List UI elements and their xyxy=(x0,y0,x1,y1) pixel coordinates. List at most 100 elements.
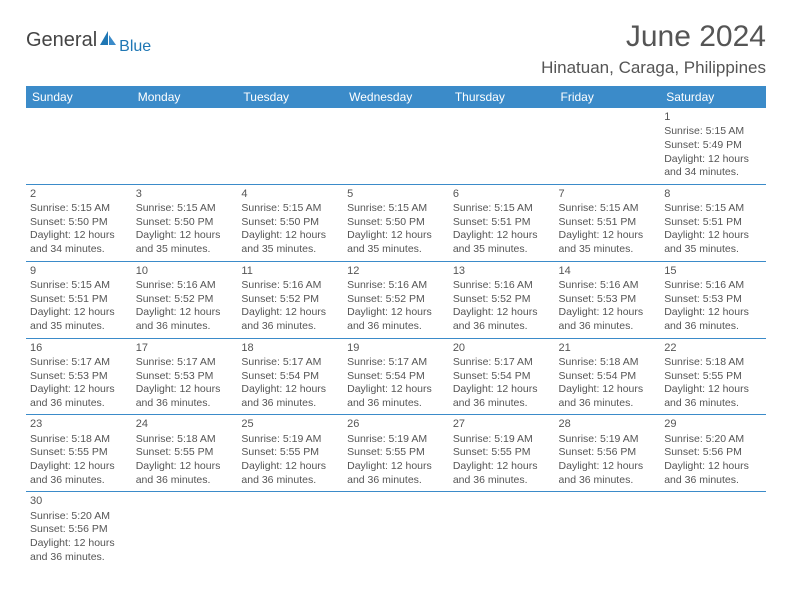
logo-text-general: General xyxy=(26,29,97,52)
day-number: 16 xyxy=(30,341,128,355)
day-number: 17 xyxy=(136,341,234,355)
calendar-cell: 7Sunrise: 5:15 AMSunset: 5:51 PMDaylight… xyxy=(555,184,661,261)
daylight-line2: and 36 minutes. xyxy=(664,474,762,488)
calendar-week-row: 2Sunrise: 5:15 AMSunset: 5:50 PMDaylight… xyxy=(26,184,766,261)
sunrise-text: Sunrise: 5:17 AM xyxy=(347,356,445,370)
daylight-line1: Daylight: 12 hours xyxy=(453,460,551,474)
sunset-text: Sunset: 5:55 PM xyxy=(241,446,339,460)
sunset-text: Sunset: 5:50 PM xyxy=(241,216,339,230)
sunrise-text: Sunrise: 5:16 AM xyxy=(453,279,551,293)
month-title: June 2024 xyxy=(541,20,766,54)
day-number: 6 xyxy=(453,187,551,201)
daylight-line1: Daylight: 12 hours xyxy=(241,460,339,474)
daylight-line1: Daylight: 12 hours xyxy=(664,153,762,167)
calendar-cell: 12Sunrise: 5:16 AMSunset: 5:52 PMDayligh… xyxy=(343,261,449,338)
daylight-line2: and 36 minutes. xyxy=(30,474,128,488)
day-number: 26 xyxy=(347,417,445,431)
daylight-line1: Daylight: 12 hours xyxy=(559,306,657,320)
calendar-cell: 28Sunrise: 5:19 AMSunset: 5:56 PMDayligh… xyxy=(555,415,661,492)
sunset-text: Sunset: 5:51 PM xyxy=(30,293,128,307)
daylight-line1: Daylight: 12 hours xyxy=(136,460,234,474)
sunset-text: Sunset: 5:52 PM xyxy=(241,293,339,307)
daylight-line1: Daylight: 12 hours xyxy=(241,229,339,243)
calendar-week-row: 16Sunrise: 5:17 AMSunset: 5:53 PMDayligh… xyxy=(26,338,766,415)
sunrise-text: Sunrise: 5:17 AM xyxy=(453,356,551,370)
daylight-line2: and 35 minutes. xyxy=(347,243,445,257)
day-number: 21 xyxy=(559,341,657,355)
calendar-cell: 21Sunrise: 5:18 AMSunset: 5:54 PMDayligh… xyxy=(555,338,661,415)
daylight-line2: and 36 minutes. xyxy=(559,320,657,334)
calendar-cell: 16Sunrise: 5:17 AMSunset: 5:53 PMDayligh… xyxy=(26,338,132,415)
daylight-line2: and 34 minutes. xyxy=(30,243,128,257)
calendar-cell: 25Sunrise: 5:19 AMSunset: 5:55 PMDayligh… xyxy=(237,415,343,492)
logo-text-blue: Blue xyxy=(119,38,151,56)
sunrise-text: Sunrise: 5:16 AM xyxy=(347,279,445,293)
day-number: 3 xyxy=(136,187,234,201)
daylight-line2: and 36 minutes. xyxy=(347,474,445,488)
sunrise-text: Sunrise: 5:20 AM xyxy=(664,433,762,447)
day-number: 1 xyxy=(664,110,762,124)
title-block: June 2024 Hinatuan, Caraga, Philippines xyxy=(541,20,766,78)
daylight-line1: Daylight: 12 hours xyxy=(664,229,762,243)
sunrise-text: Sunrise: 5:15 AM xyxy=(664,202,762,216)
calendar-cell xyxy=(237,492,343,568)
day-number: 19 xyxy=(347,341,445,355)
calendar-cell: 17Sunrise: 5:17 AMSunset: 5:53 PMDayligh… xyxy=(132,338,238,415)
day-number: 2 xyxy=(30,187,128,201)
daylight-line2: and 36 minutes. xyxy=(453,320,551,334)
daylight-line1: Daylight: 12 hours xyxy=(559,460,657,474)
sunrise-text: Sunrise: 5:19 AM xyxy=(559,433,657,447)
day-number: 11 xyxy=(241,264,339,278)
calendar-cell xyxy=(343,108,449,184)
sunset-text: Sunset: 5:52 PM xyxy=(347,293,445,307)
daylight-line2: and 36 minutes. xyxy=(559,474,657,488)
daylight-line2: and 36 minutes. xyxy=(347,397,445,411)
calendar-cell xyxy=(449,108,555,184)
daylight-line2: and 36 minutes. xyxy=(664,397,762,411)
daylight-line1: Daylight: 12 hours xyxy=(30,229,128,243)
daylight-line2: and 36 minutes. xyxy=(347,320,445,334)
day-number: 14 xyxy=(559,264,657,278)
calendar-week-row: 30Sunrise: 5:20 AMSunset: 5:56 PMDayligh… xyxy=(26,492,766,568)
daylight-line1: Daylight: 12 hours xyxy=(30,460,128,474)
sunset-text: Sunset: 5:54 PM xyxy=(241,370,339,384)
daylight-line1: Daylight: 12 hours xyxy=(453,306,551,320)
day-number: 27 xyxy=(453,417,551,431)
calendar-cell xyxy=(555,492,661,568)
sunrise-text: Sunrise: 5:16 AM xyxy=(241,279,339,293)
sunrise-text: Sunrise: 5:15 AM xyxy=(453,202,551,216)
day-number: 29 xyxy=(664,417,762,431)
sunrise-text: Sunrise: 5:17 AM xyxy=(136,356,234,370)
calendar-cell: 6Sunrise: 5:15 AMSunset: 5:51 PMDaylight… xyxy=(449,184,555,261)
col-saturday: Saturday xyxy=(660,86,766,108)
calendar-cell: 30Sunrise: 5:20 AMSunset: 5:56 PMDayligh… xyxy=(26,492,132,568)
sunset-text: Sunset: 5:55 PM xyxy=(347,446,445,460)
location-subtitle: Hinatuan, Caraga, Philippines xyxy=(541,58,766,78)
sunset-text: Sunset: 5:55 PM xyxy=(453,446,551,460)
calendar-cell: 15Sunrise: 5:16 AMSunset: 5:53 PMDayligh… xyxy=(660,261,766,338)
calendar-cell: 13Sunrise: 5:16 AMSunset: 5:52 PMDayligh… xyxy=(449,261,555,338)
sunrise-text: Sunrise: 5:18 AM xyxy=(664,356,762,370)
sunset-text: Sunset: 5:51 PM xyxy=(664,216,762,230)
calendar-cell xyxy=(449,492,555,568)
col-thursday: Thursday xyxy=(449,86,555,108)
col-monday: Monday xyxy=(132,86,238,108)
daylight-line2: and 36 minutes. xyxy=(664,320,762,334)
calendar-cell: 20Sunrise: 5:17 AMSunset: 5:54 PMDayligh… xyxy=(449,338,555,415)
sunrise-text: Sunrise: 5:15 AM xyxy=(30,202,128,216)
sunrise-text: Sunrise: 5:18 AM xyxy=(559,356,657,370)
calendar-cell xyxy=(26,108,132,184)
calendar-cell: 2Sunrise: 5:15 AMSunset: 5:50 PMDaylight… xyxy=(26,184,132,261)
calendar-cell: 10Sunrise: 5:16 AMSunset: 5:52 PMDayligh… xyxy=(132,261,238,338)
sunrise-text: Sunrise: 5:17 AM xyxy=(30,356,128,370)
day-number: 20 xyxy=(453,341,551,355)
daylight-line2: and 35 minutes. xyxy=(30,320,128,334)
daylight-line2: and 36 minutes. xyxy=(241,320,339,334)
sunrise-text: Sunrise: 5:17 AM xyxy=(241,356,339,370)
daylight-line1: Daylight: 12 hours xyxy=(347,229,445,243)
daylight-line1: Daylight: 12 hours xyxy=(347,383,445,397)
sunset-text: Sunset: 5:55 PM xyxy=(136,446,234,460)
day-number: 4 xyxy=(241,187,339,201)
daylight-line1: Daylight: 12 hours xyxy=(30,537,128,551)
sunset-text: Sunset: 5:53 PM xyxy=(664,293,762,307)
